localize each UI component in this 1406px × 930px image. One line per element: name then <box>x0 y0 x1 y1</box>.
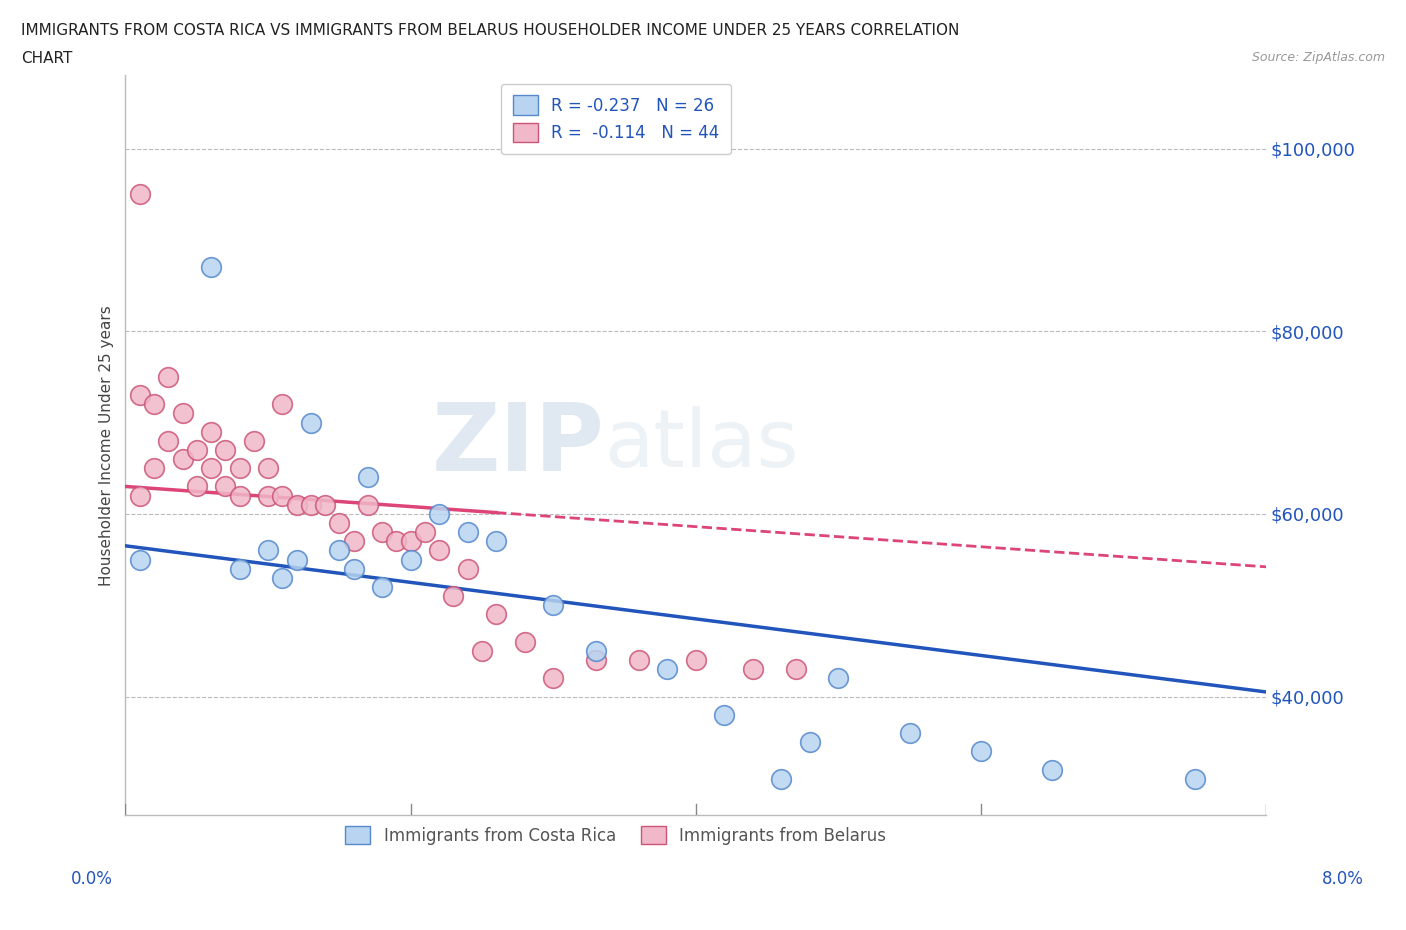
Point <box>228 460 250 475</box>
Point <box>328 515 350 530</box>
Point <box>471 644 494 658</box>
Point <box>427 543 450 558</box>
Point <box>214 443 236 458</box>
Text: atlas: atlas <box>605 406 799 485</box>
Point <box>143 397 166 412</box>
Point <box>1040 763 1063 777</box>
Text: ZIP: ZIP <box>432 399 605 491</box>
Point <box>657 661 679 676</box>
Point <box>342 534 364 549</box>
Point <box>186 479 208 494</box>
Point <box>898 725 921 740</box>
Point <box>214 479 236 494</box>
Point <box>371 579 394 594</box>
Point <box>128 388 150 403</box>
Point <box>128 187 150 202</box>
Point <box>328 543 350 558</box>
Legend: Immigrants from Costa Rica, Immigrants from Belarus: Immigrants from Costa Rica, Immigrants f… <box>339 820 893 851</box>
Point <box>413 525 436 539</box>
Text: 8.0%: 8.0% <box>1322 870 1364 888</box>
Text: 0.0%: 0.0% <box>70 870 112 888</box>
Point <box>228 561 250 576</box>
Point <box>485 607 508 622</box>
Point <box>157 369 180 384</box>
Point <box>257 460 280 475</box>
Point <box>285 552 308 567</box>
Point <box>299 498 322 512</box>
Point <box>970 744 993 759</box>
Point <box>243 433 266 448</box>
Point <box>799 735 821 750</box>
Point <box>827 671 849 685</box>
Point <box>257 488 280 503</box>
Point <box>371 525 394 539</box>
Point <box>357 470 380 485</box>
Point <box>128 552 150 567</box>
Point <box>385 534 408 549</box>
Point <box>427 507 450 522</box>
Point <box>285 498 308 512</box>
Point <box>271 570 294 585</box>
Point <box>770 771 793 786</box>
Point <box>200 460 222 475</box>
Point <box>172 406 194 421</box>
Text: Source: ZipAtlas.com: Source: ZipAtlas.com <box>1251 51 1385 64</box>
Point <box>399 534 422 549</box>
Point <box>399 552 422 567</box>
Point <box>441 589 464 604</box>
Point <box>271 488 294 503</box>
Y-axis label: Householder Income Under 25 years: Householder Income Under 25 years <box>100 305 114 586</box>
Point <box>299 415 322 430</box>
Point <box>200 424 222 439</box>
Point <box>200 259 222 274</box>
Point <box>585 653 607 668</box>
Point <box>741 661 763 676</box>
Point <box>713 708 735 723</box>
Point <box>457 525 479 539</box>
Point <box>785 661 807 676</box>
Point <box>128 488 150 503</box>
Point <box>513 634 536 649</box>
Point <box>627 653 650 668</box>
Point <box>143 460 166 475</box>
Point <box>457 561 479 576</box>
Point <box>186 443 208 458</box>
Point <box>342 561 364 576</box>
Text: IMMIGRANTS FROM COSTA RICA VS IMMIGRANTS FROM BELARUS HOUSEHOLDER INCOME UNDER 2: IMMIGRANTS FROM COSTA RICA VS IMMIGRANTS… <box>21 23 959 38</box>
Point <box>172 452 194 467</box>
Point <box>257 543 280 558</box>
Text: CHART: CHART <box>21 51 73 66</box>
Point <box>541 598 564 613</box>
Point <box>541 671 564 685</box>
Point <box>585 644 607 658</box>
Point <box>157 433 180 448</box>
Point <box>485 534 508 549</box>
Point <box>271 397 294 412</box>
Point <box>228 488 250 503</box>
Point <box>357 498 380 512</box>
Point <box>685 653 707 668</box>
Point <box>314 498 336 512</box>
Point <box>1184 771 1206 786</box>
